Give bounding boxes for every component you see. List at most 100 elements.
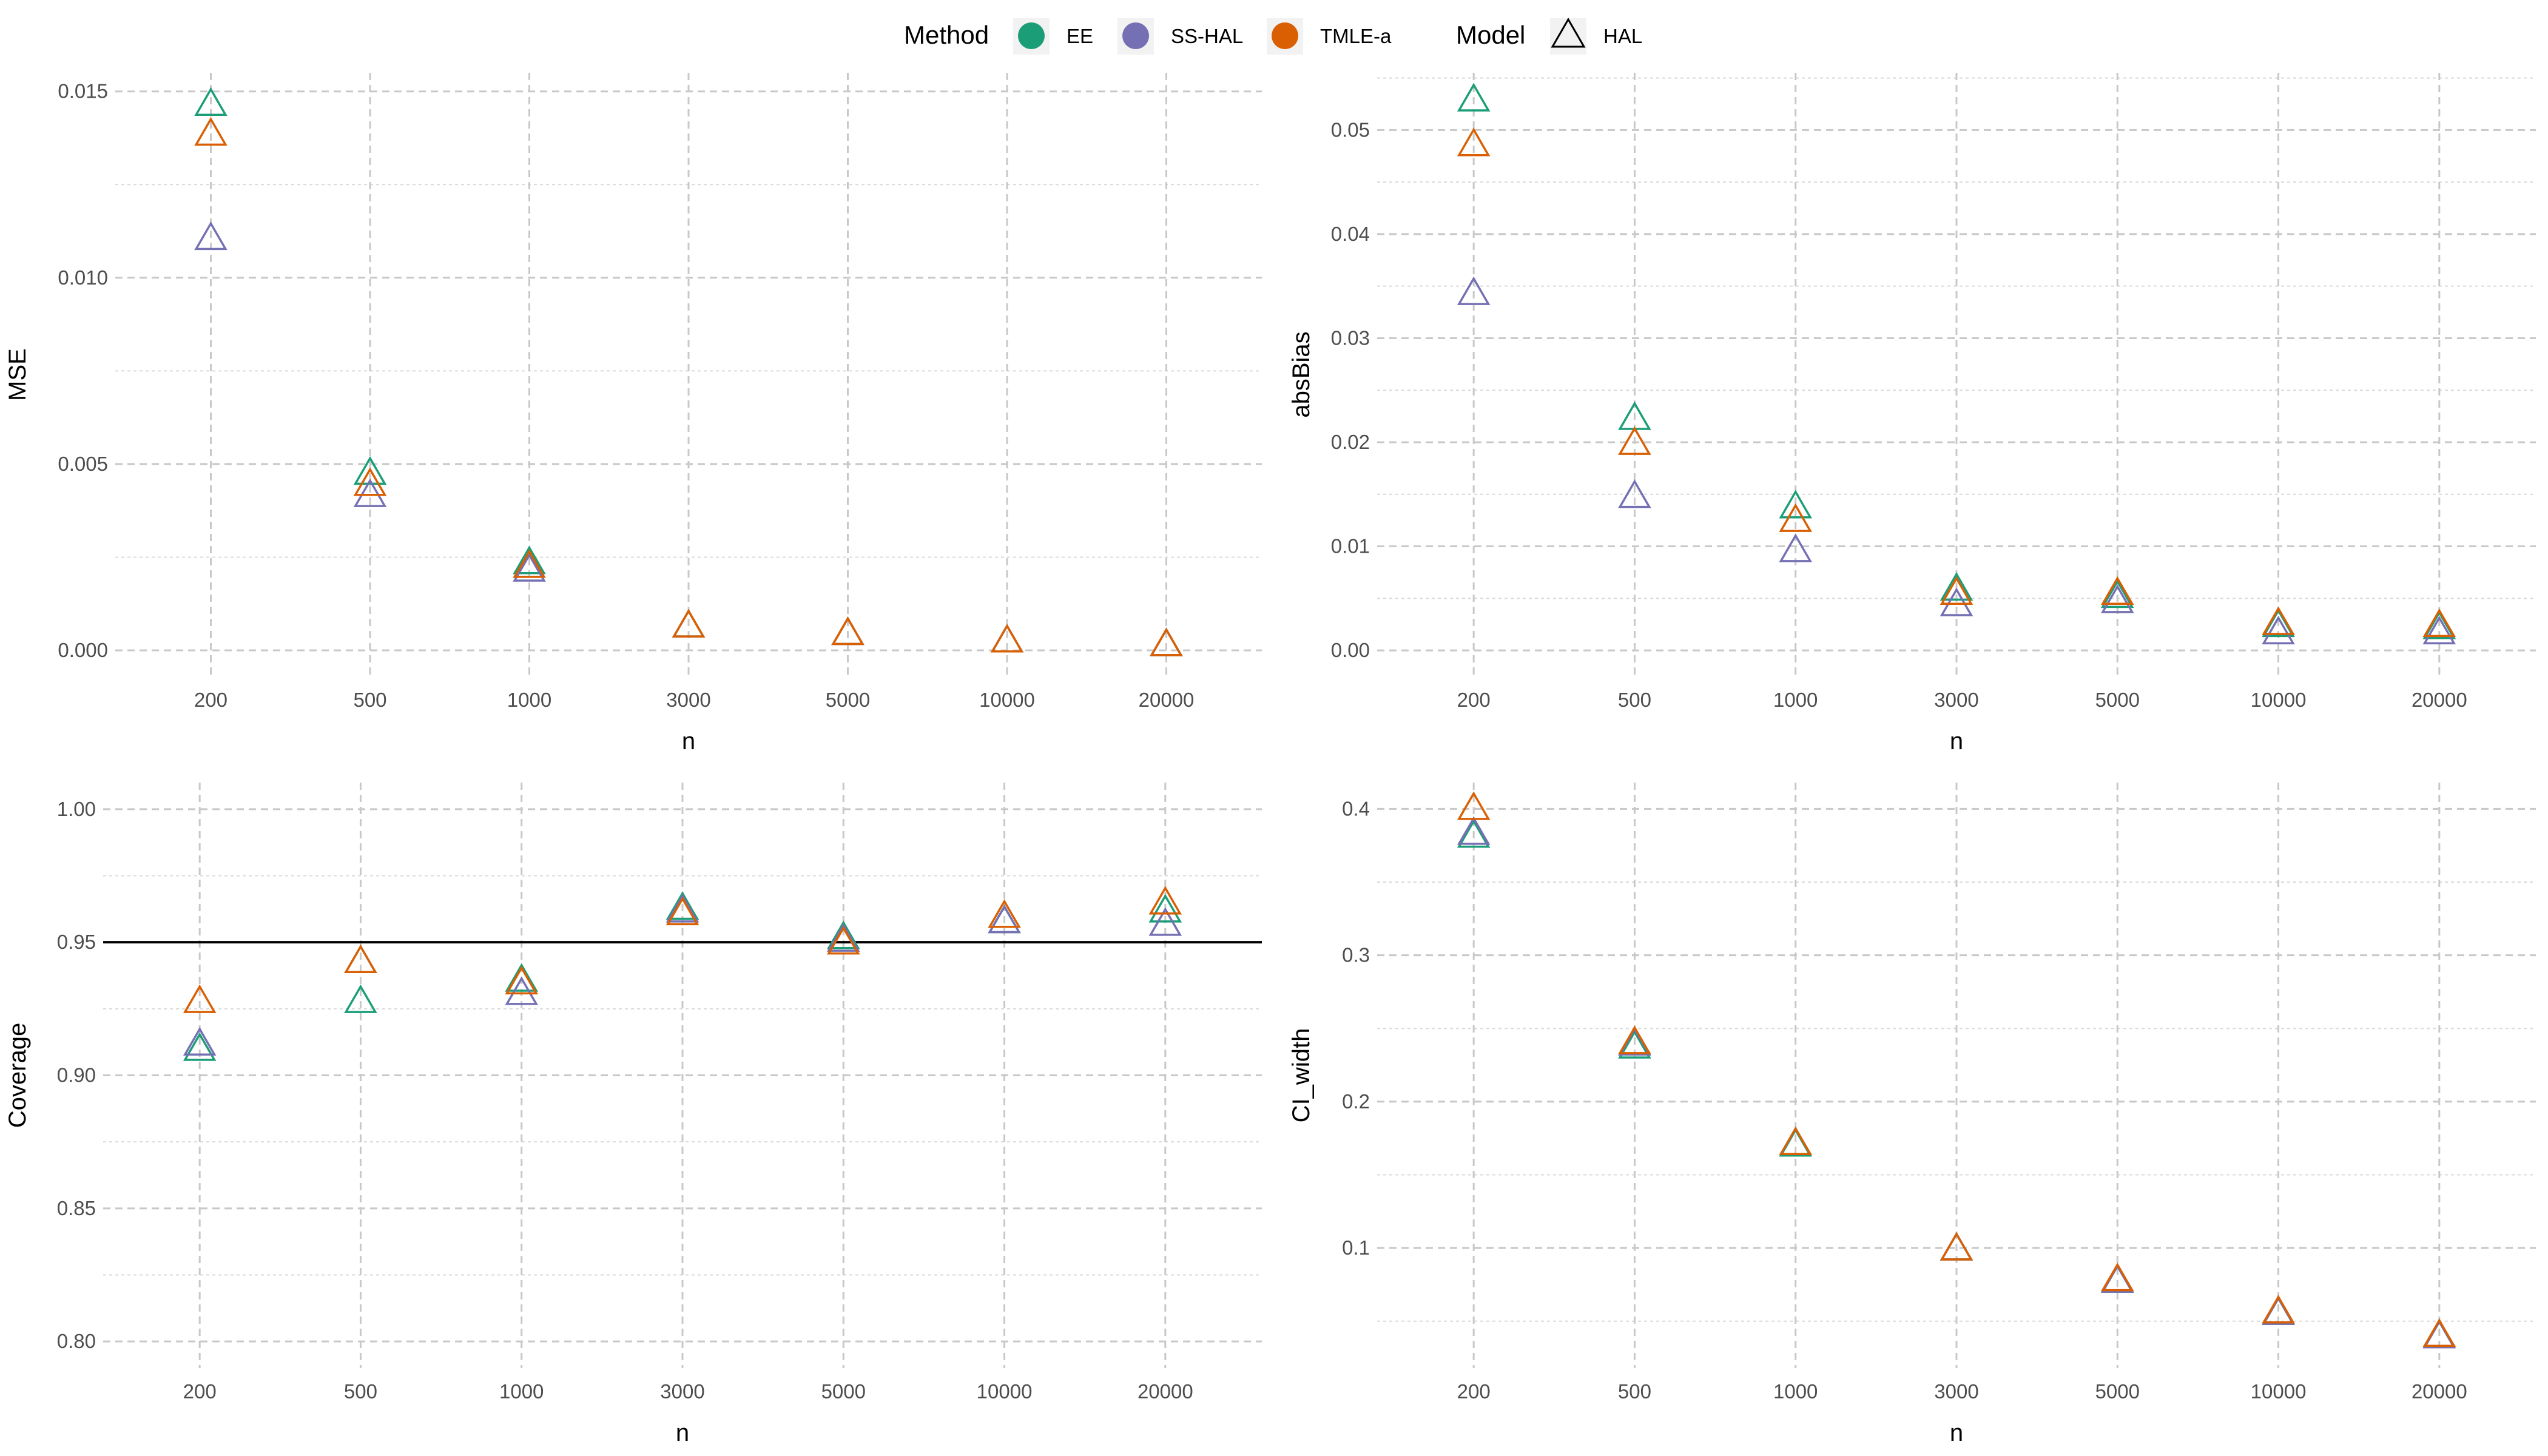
- data-point: [2100, 1262, 2134, 1292]
- x-tick-label: 10000: [2251, 689, 2307, 711]
- data-point: [1940, 1232, 1973, 1261]
- legend-title-model: Model: [1456, 21, 1525, 49]
- data-point: [344, 984, 377, 1013]
- data-point: [194, 221, 228, 251]
- data-point: [1150, 627, 1183, 656]
- x-axis-title: n: [676, 1420, 689, 1446]
- data-point: [2422, 608, 2456, 638]
- data-point: [1457, 819, 1491, 848]
- y-tick-label: 1.00: [57, 798, 96, 820]
- y-tick-label: 0.00: [1331, 639, 1370, 661]
- data-point: [1148, 907, 1182, 936]
- y-tick-label: 0.010: [58, 266, 108, 289]
- data-point: [2262, 606, 2295, 635]
- data-point: [2262, 615, 2295, 645]
- data-point: [826, 923, 860, 952]
- data-point: [353, 456, 387, 485]
- x-tick-label: 20000: [1139, 689, 1195, 711]
- data-point: [353, 467, 387, 496]
- data-point: [505, 965, 539, 995]
- y-tick-label: 0.015: [58, 80, 108, 103]
- x-tick-label: 500: [1618, 689, 1651, 711]
- x-tick-label: 20000: [2412, 1380, 2467, 1403]
- x-tick-label: 500: [353, 689, 386, 711]
- x-axis-title: n: [1950, 1420, 1963, 1446]
- legend: Method EE SS-HAL TMLE-a Model HAL: [904, 17, 1642, 55]
- data-point: [194, 116, 228, 146]
- data-point: [1618, 479, 1651, 508]
- data-point: [672, 608, 706, 638]
- x-tick-label: 10000: [2251, 1380, 2307, 1403]
- x-tick-label: 20000: [2412, 689, 2467, 711]
- x-tick-label: 200: [183, 1380, 217, 1403]
- data-point: [1457, 816, 1491, 845]
- x-tick-label: 5000: [2095, 1380, 2140, 1403]
- x-axis-title: n: [1950, 728, 1963, 755]
- data-point: [1779, 533, 1813, 562]
- y-tick-label: 0.2: [1342, 1090, 1370, 1113]
- data-point: [1148, 886, 1182, 915]
- x-tick-label: 200: [194, 689, 228, 711]
- data-point: [2422, 1318, 2456, 1347]
- x-tick-label: 1000: [1773, 1380, 1818, 1403]
- data-point: [2100, 584, 2134, 613]
- y-tick-label: 0.95: [57, 931, 96, 953]
- data-point: [1457, 83, 1491, 112]
- y-tick-label: 0.4: [1342, 797, 1370, 820]
- series-tmle-a: [194, 116, 1183, 656]
- y-tick-label: 0.3: [1342, 944, 1370, 966]
- legend-dot-ee: [1018, 22, 1045, 49]
- data-point: [2422, 615, 2456, 645]
- legend-label-ee: EE: [1067, 25, 1093, 47]
- y-axis-title: MSE: [4, 348, 31, 401]
- legend-dot-tmle-a: [1272, 22, 1298, 49]
- y-axis-title: Coverage: [4, 1023, 31, 1128]
- legend-key-hal: [1550, 18, 1586, 55]
- data-point: [831, 616, 864, 645]
- series-ss-hal: [1457, 276, 2456, 645]
- y-tick-label: 0.02: [1331, 431, 1370, 453]
- data-point: [1940, 587, 1973, 616]
- panels: 0.000 0.005 0.010 0.015 200 500 1000 3000 5000 10…: [4, 73, 2536, 1446]
- y-tick-label: 0.03: [1331, 326, 1370, 349]
- x-tick-label: 5000: [2095, 689, 2140, 711]
- data-point: [505, 963, 539, 992]
- x-tick-label: 3000: [1934, 689, 1978, 711]
- y-tick-label: 0.01: [1331, 535, 1370, 558]
- data-point: [2100, 579, 2134, 608]
- x-tick-label: 500: [1618, 1380, 1651, 1403]
- data-point: [988, 899, 1021, 928]
- data-point: [826, 920, 860, 949]
- data-point: [513, 549, 546, 578]
- x-tick-label: 3000: [666, 689, 710, 711]
- y-axis-title: CI_width: [1288, 1028, 1315, 1123]
- x-tick-label: 20000: [1138, 1380, 1193, 1403]
- x-tick-label: 1000: [1773, 689, 1818, 711]
- data-point: [990, 624, 1024, 653]
- x-tick-label: 1000: [499, 1380, 544, 1403]
- y-tick-label: 0.1: [1342, 1236, 1370, 1259]
- x-tick-label: 200: [1457, 689, 1491, 711]
- data-point: [513, 545, 546, 575]
- x-tick-label: 10000: [977, 1380, 1033, 1403]
- y-tick-label: 0.05: [1331, 118, 1370, 141]
- x-tick-label: 1000: [507, 689, 551, 711]
- y-tick-label: 0.04: [1331, 223, 1370, 245]
- series-tmle-a: [1457, 127, 2456, 638]
- legend-dot-ss-hal: [1122, 22, 1149, 49]
- legend-method-items: EE SS-HAL TMLE-a: [1013, 18, 1392, 55]
- data-point: [1779, 503, 1813, 532]
- x-axis-title: n: [682, 728, 695, 755]
- legend-label-hal: HAL: [1603, 25, 1642, 47]
- data-point: [1940, 571, 1973, 601]
- legend-label-tmle-a: TMLE-a: [1320, 25, 1392, 47]
- series-tmle-a: [183, 886, 1182, 1013]
- data-point: [1457, 276, 1491, 305]
- y-tick-label: 0.80: [57, 1330, 96, 1352]
- data-point: [666, 894, 699, 923]
- legend-title-method: Method: [904, 21, 989, 49]
- data-point: [1779, 1126, 1813, 1156]
- y-tick-label: 0.85: [57, 1197, 96, 1219]
- data-point: [666, 891, 699, 920]
